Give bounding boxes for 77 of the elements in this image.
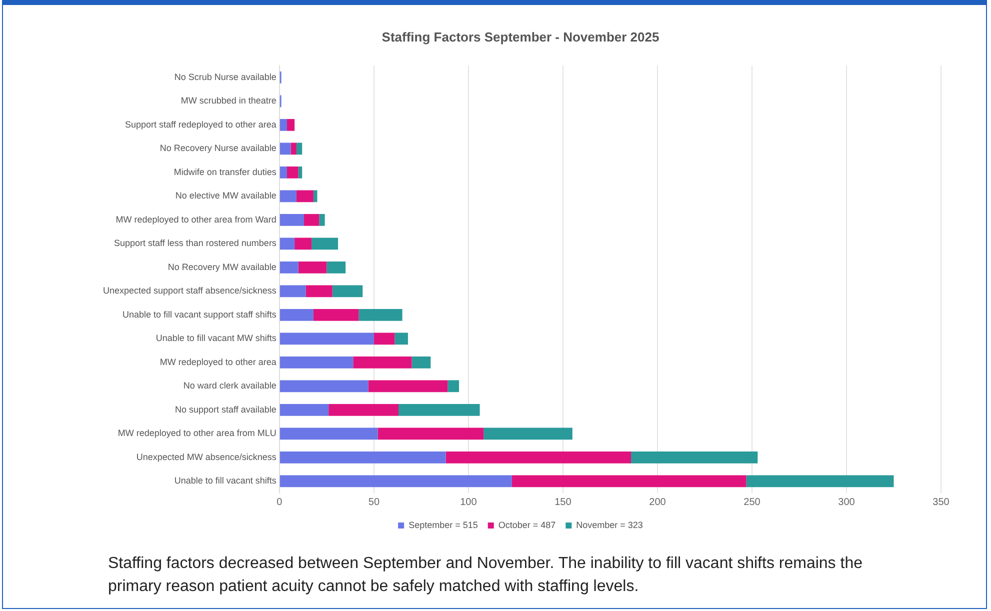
bar <box>326 261 346 274</box>
legend-label: November = 323 <box>576 520 643 530</box>
x-tick-label: 300 <box>838 496 856 508</box>
bar <box>378 428 484 440</box>
y-tick-label: MW redeployed to other area from Ward <box>116 214 276 224</box>
bar <box>280 166 287 178</box>
bar <box>280 428 378 440</box>
y-tick-label: No support staff available <box>175 404 276 414</box>
bar <box>286 119 295 131</box>
y-tick-label: Unable to fill vacant MW shifts <box>156 333 277 344</box>
bar <box>280 142 291 155</box>
x-tick-label: 350 <box>932 496 950 508</box>
bar <box>306 285 332 298</box>
bar <box>631 451 758 464</box>
bar <box>280 380 368 392</box>
y-tick-label: No Scrub Nurse available <box>174 72 276 82</box>
bar <box>280 238 295 250</box>
y-tick-label: MW redeployed to other area from MLU <box>118 428 276 438</box>
bar <box>412 356 431 368</box>
x-tick-label: 100 <box>460 496 478 508</box>
bar <box>512 475 746 488</box>
bar <box>298 261 327 274</box>
x-tick-label: 250 <box>744 496 761 508</box>
bar <box>280 404 329 416</box>
bar <box>368 380 448 392</box>
y-tick-label: Support staff redeployed to other area <box>124 119 276 130</box>
bar <box>280 356 354 368</box>
y-tick-label: Support staff less than rostered numbers <box>114 238 277 248</box>
bar <box>286 166 298 178</box>
bar <box>319 214 325 226</box>
y-tick-label: No Recovery MW available <box>168 262 276 272</box>
bar <box>332 285 363 298</box>
bar <box>374 332 395 345</box>
bar <box>280 214 304 226</box>
text: Staffing factors decreased between September and November. The inability to fill vacant shifts remains the primary reason patient acuity cannot be safely matched with staffing levels. <box>108 554 864 597</box>
bar <box>304 214 320 226</box>
x-tick-label: 150 <box>554 496 572 508</box>
bar <box>296 190 314 202</box>
bar <box>353 356 412 368</box>
y-tick-label: MW scrubbed in theatre <box>180 96 276 106</box>
y-tick-label: Unable to fill vacant support staff shifts <box>122 309 277 320</box>
x-tick-label: 0 <box>276 496 283 508</box>
chart-title: Staffing Factors September - November 2025 <box>382 29 660 44</box>
bar <box>280 261 298 274</box>
bar <box>280 285 306 298</box>
bar <box>446 451 632 464</box>
bar <box>280 119 287 131</box>
legend-label: October = 487 <box>498 520 556 530</box>
x-tick-label: 50 <box>368 496 380 508</box>
bar <box>448 380 460 392</box>
y-tick-label: Unexpected MW absence/sickness <box>136 452 277 462</box>
bar <box>394 332 408 345</box>
bar <box>298 166 302 178</box>
bar <box>484 428 572 440</box>
y-tick-label: No ward clerk available <box>183 380 276 391</box>
bar <box>294 238 312 250</box>
bar <box>746 475 894 488</box>
y-tick-label: No Recovery Nurse available <box>160 143 276 154</box>
bar <box>328 404 399 416</box>
bar <box>398 404 480 416</box>
bar <box>280 451 446 464</box>
y-tick-label: No elective MW available <box>175 190 276 201</box>
bar <box>280 190 296 202</box>
bar <box>290 142 296 155</box>
y-tick-label: Unable to fill vacant shifts <box>174 476 277 486</box>
legend-label: September = 515 <box>408 520 478 530</box>
bar <box>312 238 338 250</box>
y-tick-label: Unexpected support staff absence/sickness <box>102 286 277 296</box>
bar <box>280 332 374 345</box>
y-tick-label: MW redeployed to other area <box>160 356 276 367</box>
x-tick-label: 200 <box>649 496 666 508</box>
bar <box>313 308 359 321</box>
bar <box>280 475 512 488</box>
bar <box>280 308 314 321</box>
bar <box>358 308 402 321</box>
bar <box>296 142 302 155</box>
y-tick-label: Midwife on transfer duties <box>174 166 277 177</box>
